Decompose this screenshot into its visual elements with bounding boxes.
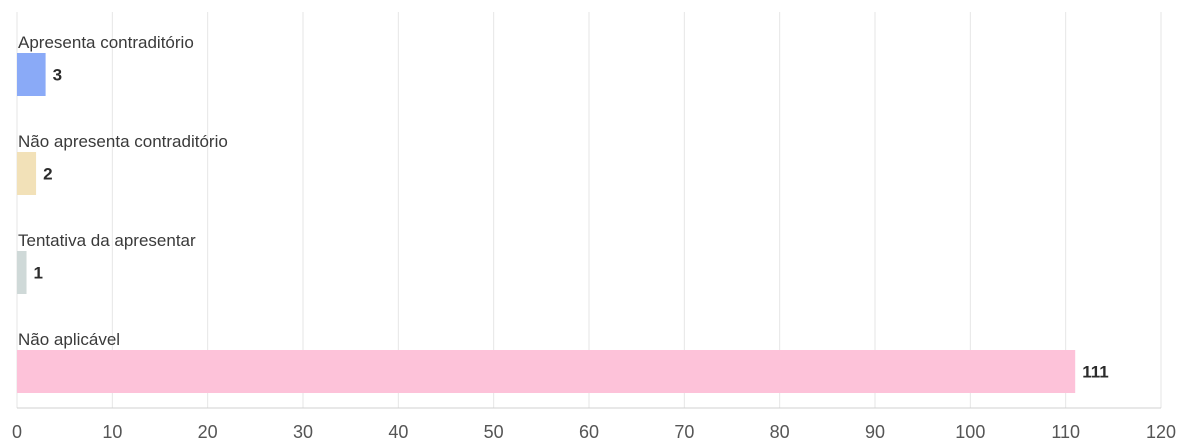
bars: Apresenta contraditório 3 Não apresenta co… <box>17 33 1109 393</box>
bar-nao-aplicavel <box>17 350 1076 393</box>
x-tick-label-120: 120 <box>1146 422 1176 440</box>
x-tick-label-60: 60 <box>579 422 599 440</box>
gridlines <box>16 12 1162 408</box>
category-label-apresenta-contraditorio: Apresenta contraditório <box>18 33 194 52</box>
value-label-nao-aplicavel: 111 <box>1082 363 1109 382</box>
x-tick-label-110: 110 <box>1051 422 1080 440</box>
value-label-nao-apresenta-contraditorio: 2 <box>43 165 52 184</box>
x-tick-label-30: 30 <box>293 422 313 440</box>
x-axis-ticks: 0 10 20 30 40 50 60 70 80 90 100 110 120 <box>12 422 1176 440</box>
value-label-tentativa-da-apresentar: 1 <box>34 264 43 283</box>
category-label-tentativa-da-apresentar: Tentativa da apresentar <box>18 231 196 250</box>
bar-tentativa-da-apresentar <box>17 251 27 294</box>
x-tick-label-0: 0 <box>12 422 22 440</box>
x-tick-label-70: 70 <box>674 422 694 440</box>
x-tick-label-20: 20 <box>198 422 218 440</box>
category-label-nao-apresenta-contraditorio: Não apresenta contraditório <box>18 132 228 151</box>
x-tick-label-10: 10 <box>102 422 122 440</box>
x-tick-label-50: 50 <box>484 422 504 440</box>
x-tick-label-80: 80 <box>770 422 790 440</box>
x-tick-label-40: 40 <box>388 422 408 440</box>
x-tick-label-100: 100 <box>955 422 985 440</box>
value-label-apresenta-contraditorio: 3 <box>53 66 62 85</box>
bar-nao-apresenta-contraditorio <box>17 152 37 195</box>
category-label-nao-aplicavel: Não aplicável <box>18 330 120 349</box>
x-tick-label-90: 90 <box>865 422 885 440</box>
bar-apresenta-contraditorio <box>17 53 46 96</box>
